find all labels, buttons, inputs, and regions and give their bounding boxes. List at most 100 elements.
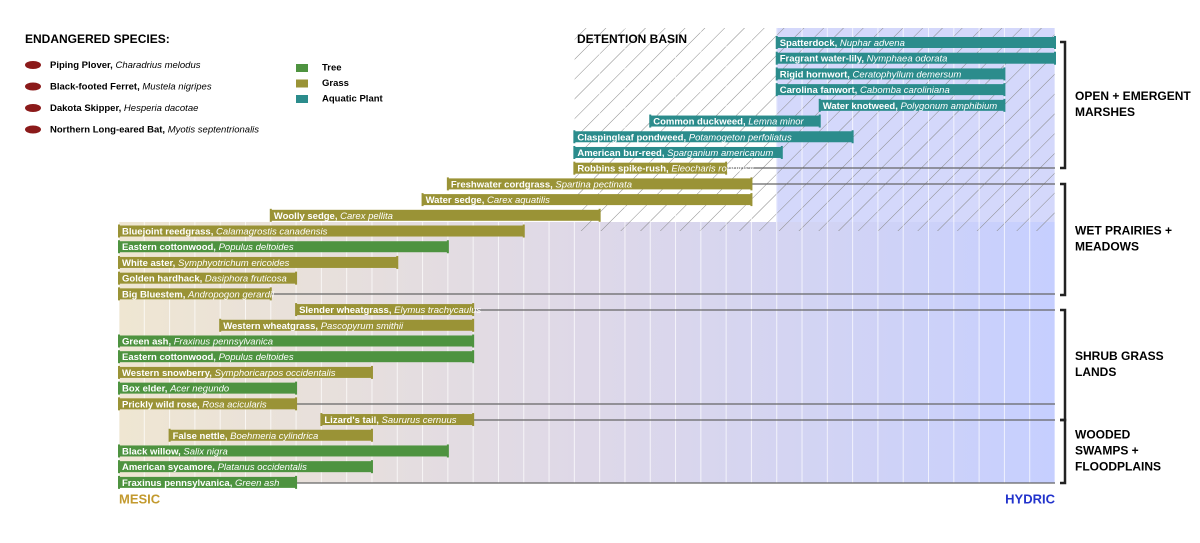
legend-swatch: [296, 64, 308, 72]
plant-name: Golden hardhack,: [122, 273, 202, 284]
plant-label: Fraxinus pennsylvanica, Green ash: [122, 477, 279, 488]
group-label: WOODED: [1075, 428, 1131, 442]
group-label: MARSHES: [1075, 105, 1135, 119]
plant-bar: [819, 99, 1005, 111]
group-label: MEADOWS: [1075, 240, 1139, 254]
plant-name: Big Bluestem,: [122, 289, 185, 300]
plant-bar: [776, 84, 1005, 96]
plant-bar: [119, 256, 398, 268]
species-scientific: Myotis septentrionalis: [168, 124, 260, 135]
plant-scientific: Carex aquatilis: [487, 195, 550, 206]
species-label: Piping Plover, Charadrius melodus: [50, 60, 201, 71]
plant-bar: [422, 194, 752, 206]
rows: Spatterdock, Nuphar advena Fragrant water…: [118, 36, 1056, 489]
plant-scientific: Populus deltoides: [219, 352, 294, 363]
plant-scientific: Populus deltoides: [219, 242, 294, 253]
plant-bar: [776, 68, 1005, 80]
species-scientific: Mustela nigripes: [142, 81, 211, 92]
plant-name: Freshwater cordgrass,: [451, 179, 553, 190]
species-icon: [25, 61, 41, 69]
group-label: FLOODPLAINS: [1075, 460, 1161, 474]
plant-bar: [447, 178, 752, 190]
plant-bar: [776, 37, 1055, 48]
plant-bar: [574, 146, 782, 158]
plant-name: Woolly sedge,: [274, 210, 338, 221]
plant-label: Water knotweed, Polygonum amphibium: [823, 100, 998, 111]
plant-bar: [119, 476, 297, 488]
plant-bar: [119, 272, 297, 284]
plant-label: Bluejoint reedgrass, Calamagrostis canad…: [122, 226, 328, 237]
plant-scientific: Green ash: [235, 477, 279, 488]
plant-scientific: Polygonum amphibium: [901, 100, 998, 111]
plant-bar: [119, 351, 474, 363]
plant-scientific: Fraxinus pennsylvanica: [174, 336, 273, 347]
plant-name: Prickly wild rose,: [122, 399, 200, 410]
plant-label: Common duckweed, Lemna minor: [653, 116, 804, 127]
plant-bar: [119, 366, 372, 378]
species-name: Black-footed Ferret,: [50, 81, 140, 92]
plant-scientific: Salix nigra: [183, 446, 227, 457]
plant-label: Woolly sedge, Carex pellita: [274, 210, 393, 221]
plant-scientific: Carex pellita: [340, 210, 393, 221]
plant-scientific: Potamogeton perfoliatus: [689, 132, 792, 143]
plant-scientific: Dasiphora fruticosa: [205, 273, 287, 284]
legend: Tree Grass Aquatic Plant Piping Plover, Cha…: [25, 60, 384, 135]
species-scientific: Hesperia dacotae: [124, 103, 198, 114]
group-bracket: [1060, 40, 1067, 170]
legend-label: Tree: [322, 63, 342, 74]
plant-scientific: Boehmeria cylindrica: [230, 430, 318, 441]
plant-bar: [321, 414, 474, 426]
plant-bar: [119, 241, 448, 253]
plant-name: False nettle,: [173, 430, 228, 441]
plant-name: Slender wheatgrass,: [299, 305, 391, 316]
plant-name: Common duckweed,: [653, 116, 745, 127]
plant-label: Golden hardhack, Dasiphora fruticosa: [122, 273, 287, 284]
plant-scientific: Saururus cernuus: [382, 415, 457, 426]
species-name: Dakota Skipper,: [50, 103, 121, 114]
plant-scientific: Ceratophyllum demersum: [853, 69, 962, 80]
species-icon: [25, 104, 41, 112]
plant-label: Fragrant water-lily, Nymphaea odorata: [780, 53, 948, 64]
plant-name: Western wheatgrass,: [223, 320, 318, 331]
legend-swatch: [296, 95, 308, 103]
plant-scientific: Pascopyrum smithii: [321, 320, 404, 331]
plant-label: Western snowberry, Symphoricarpos occide…: [122, 367, 336, 378]
plant-name: Bluejoint reedgrass,: [122, 226, 213, 237]
plant-scientific: Lemna minor: [748, 116, 804, 127]
plant-bar: [296, 304, 474, 316]
plant-scientific: Nymphaea odorata: [867, 53, 948, 64]
plant-scientific: Acer negundo: [169, 383, 229, 394]
hydric-label: HYDRIC: [1005, 491, 1055, 506]
plant-scientific: Calamagrostis canadensis: [216, 226, 328, 237]
plant-name: Box elder,: [122, 383, 167, 394]
plant-name: Water sedge,: [426, 195, 485, 206]
plant-name: Black willow,: [122, 446, 181, 457]
plant-bar: [119, 288, 271, 300]
group-label: SWAMPS +: [1075, 444, 1139, 458]
plant-label: Lizard's tail, Saururus cernuus: [324, 415, 456, 426]
species-label: Dakota Skipper, Hesperia dacotae: [50, 103, 198, 114]
plant-name: Spatterdock,: [780, 38, 838, 49]
plant-scientific: Nuphar advena: [840, 38, 905, 49]
plant-bar: [574, 162, 727, 174]
legend-label: Aquatic Plant: [322, 94, 384, 105]
plant-scientific: Symphoricarpos occidentalis: [215, 367, 336, 378]
plant-name: Claspingleaf pondweed,: [577, 132, 686, 143]
plant-name: Fraxinus pennsylvanica,: [122, 477, 232, 488]
groups: OPEN + EMERGENT MARSHES WET PRAIRIES + MEAD…: [1060, 40, 1191, 485]
plant-bar: [650, 115, 820, 127]
plant-name: Robbins spike-rush,: [577, 163, 668, 174]
group-label: SHRUB GRASS: [1075, 349, 1164, 363]
plant-label: Box elder, Acer negundo: [122, 383, 229, 394]
species-icon: [25, 82, 41, 91]
plant-bar: [119, 445, 448, 457]
plant-scientific: Platanus occidentalis: [218, 462, 307, 473]
plant-scientific: Eleocharis robbinsii: [671, 163, 754, 174]
species-label: Northern Long-eared Bat, Myotis septentr…: [50, 124, 259, 135]
plant-name: Lizard's tail,: [324, 415, 379, 426]
plant-name: American sycamore,: [122, 462, 215, 473]
species-label: Black-footed Ferret, Mustela nigripes: [50, 81, 212, 92]
plant-label: American sycamore, Platanus occidentalis: [122, 462, 307, 473]
plant-name: Fragrant water-lily,: [780, 53, 864, 64]
